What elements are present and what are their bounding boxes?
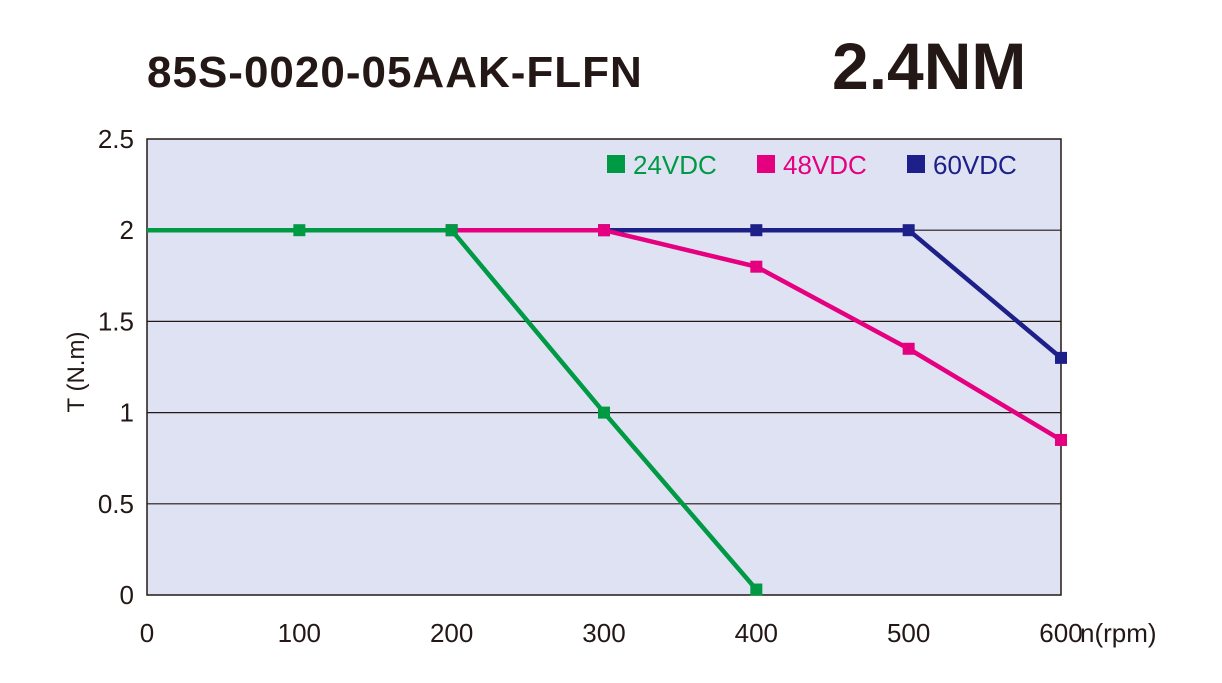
y-tick-label: 0 bbox=[120, 580, 134, 610]
x-tick-label: 300 bbox=[582, 618, 625, 648]
x-tick-label: 500 bbox=[887, 618, 930, 648]
plot-area bbox=[146, 138, 1062, 596]
legend-marker-48VDC bbox=[757, 155, 775, 173]
legend-label: 48VDC bbox=[783, 150, 867, 180]
legend-marker-24VDC bbox=[607, 155, 625, 173]
x-tick-label: 200 bbox=[430, 618, 473, 648]
legend-label: 24VDC bbox=[633, 150, 717, 180]
data-point-24VDC bbox=[750, 583, 763, 596]
y-tick-label: 2.5 bbox=[98, 124, 134, 154]
data-point-60VDC bbox=[902, 224, 915, 237]
x-tick-label: 0 bbox=[140, 618, 154, 648]
legend-marker-60VDC bbox=[907, 155, 925, 173]
torque-rating: 2.4NM bbox=[832, 29, 1027, 103]
x-axis-label: n(rpm) bbox=[1080, 618, 1157, 648]
y-tick-label: 1 bbox=[120, 398, 134, 428]
data-point-60VDC bbox=[1055, 351, 1067, 364]
y-axis-label: T (N.m) bbox=[63, 332, 90, 413]
x-tick-label: 100 bbox=[278, 618, 321, 648]
x-tick-label: 400 bbox=[735, 618, 778, 648]
data-point-24VDC bbox=[293, 224, 306, 237]
data-point-24VDC bbox=[445, 224, 458, 237]
series-line-60VDC bbox=[604, 227, 1063, 360]
data-point-24VDC bbox=[598, 406, 610, 419]
chart-title: 85S-0020-05AAK-FLFN bbox=[147, 48, 643, 97]
legend-label: 60VDC bbox=[933, 150, 1017, 180]
data-point-48VDC bbox=[598, 224, 610, 237]
data-point-48VDC bbox=[1055, 433, 1067, 446]
y-tick-label: 0.5 bbox=[98, 489, 134, 519]
data-point-60VDC bbox=[750, 224, 763, 237]
y-tick-label: 2 bbox=[120, 215, 134, 245]
x-tick-label: 600 bbox=[1039, 618, 1082, 648]
data-point-48VDC bbox=[750, 260, 763, 273]
data-point-48VDC bbox=[902, 342, 915, 355]
y-tick-label: 1.5 bbox=[98, 306, 134, 336]
